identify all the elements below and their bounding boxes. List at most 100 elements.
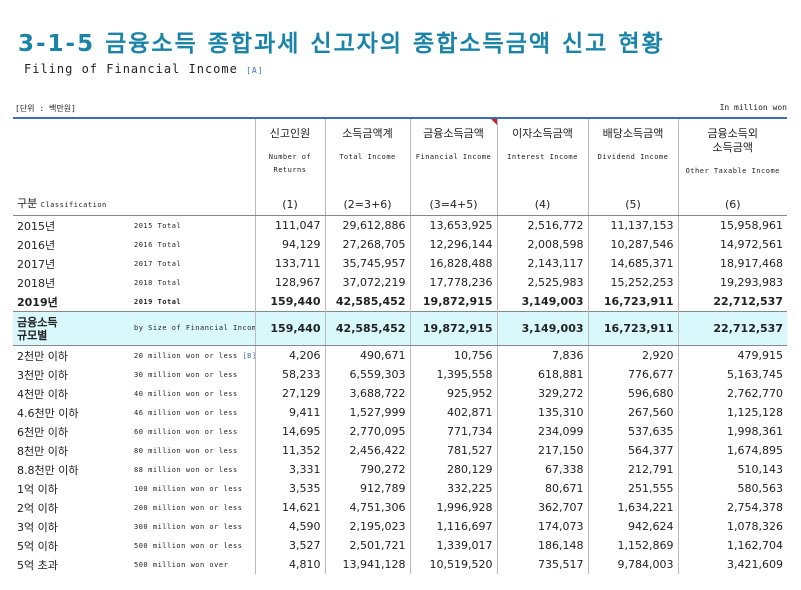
- column-number: (3=4+5): [429, 198, 478, 211]
- cell: 618,881: [496, 365, 588, 384]
- cell: 362,707: [496, 498, 588, 517]
- row-label-line: 3천만 이하: [17, 368, 68, 382]
- row-label: 4.6천만 이하: [13, 403, 130, 422]
- cell: 186,148: [496, 536, 588, 555]
- row-label-en: by Size of Financial Income: [130, 311, 255, 346]
- cell: 135,310: [496, 403, 588, 422]
- row-label-en-text: 20 million won or less: [134, 351, 238, 360]
- cell: 912,789: [324, 479, 410, 498]
- cell: 128,967: [254, 273, 325, 292]
- row-label: 8천만 이하: [13, 441, 130, 460]
- cell: 280,129: [409, 460, 497, 479]
- row-label: 5억 초과: [13, 555, 130, 574]
- cell: 1,634,221: [587, 498, 678, 517]
- column-ko-line: 배당소득금액: [602, 127, 664, 140]
- cell: 14,621: [254, 498, 325, 517]
- row-label-line: 4.6천만 이하: [17, 406, 79, 420]
- cell: 1,152,869: [587, 536, 678, 555]
- cell: 2,762,770: [677, 384, 787, 403]
- cell: 14,685,371: [587, 254, 678, 273]
- row-label-line: 2017년: [17, 257, 56, 271]
- column-en: Dividend Income: [593, 151, 674, 164]
- cell: 1,125,128: [677, 403, 787, 422]
- cell: 11,352: [254, 441, 325, 460]
- cell: 80,671: [496, 479, 588, 498]
- column-header: 이자소득금액 Interest Income (4): [496, 118, 588, 216]
- row-label-line: 규모별: [17, 328, 48, 342]
- column-ko-line: 금융소득금액: [423, 127, 484, 140]
- column-header: 금융소득외 소득금액 Other Taxable Income (6): [677, 118, 787, 216]
- column-ko: 이자소득금액: [502, 127, 584, 141]
- cell: 67,338: [496, 460, 588, 479]
- column-ko: 금융소득금액: [415, 127, 493, 141]
- cell: 1,116,697: [409, 517, 497, 536]
- cell: 510,143: [677, 460, 787, 479]
- cell: 3,527: [254, 536, 325, 555]
- cell: 402,871: [409, 403, 497, 422]
- cell: 4,590: [254, 517, 325, 536]
- cell: 3,331: [254, 460, 325, 479]
- row-label-en: 500 million won over: [130, 555, 255, 574]
- column-ko-line: 신고인원: [269, 127, 311, 140]
- row-label: 5억 이하: [13, 536, 130, 555]
- cell: 15,252,253: [587, 273, 678, 292]
- row-label-en-text: 88 million won or less: [134, 465, 238, 474]
- cell: 1,395,558: [409, 365, 497, 384]
- column-header: 금융소득금액 Financial Income (3=4+5): [409, 118, 497, 216]
- cell: 735,517: [496, 555, 588, 574]
- cell: 2,516,772: [496, 215, 588, 235]
- cell: 15,958,961: [677, 215, 787, 235]
- row-label-line: 8천만 이하: [17, 444, 68, 458]
- row-label-en-text: 2018 Total: [134, 278, 182, 287]
- row-label: 2015년: [13, 216, 130, 236]
- row-label: 2017년: [13, 254, 130, 273]
- cell: 1,527,999: [324, 403, 410, 422]
- row-label-en: 2016 Total: [130, 235, 255, 254]
- row: 8.8천만 이하 88 million won or less 3,331 790,2…: [13, 460, 787, 479]
- header-row: 구분 Classification 신고인원 Number of Returns (1)…: [13, 118, 787, 216]
- column-number: (1): [282, 198, 298, 211]
- row: 금융소득 규모별 by Size of Financial Income 159,44…: [13, 311, 787, 346]
- cell: 3,149,003: [496, 311, 588, 346]
- row-label-en-text: 40 million won or less: [134, 389, 238, 398]
- row-label-en-text: 30 million won or less: [134, 370, 238, 379]
- row-label: 2016년: [13, 235, 130, 254]
- column-en-line: Total Income: [339, 153, 396, 161]
- row-label-en: 88 million won or less: [130, 460, 255, 479]
- column-number: (6): [724, 198, 741, 211]
- cell: 10,519,520: [409, 555, 497, 574]
- column-ko: 신고인원: [260, 127, 321, 141]
- column-en-line: Interest Income: [507, 153, 578, 161]
- cell: 1,162,704: [677, 536, 787, 555]
- cell: 42,585,452: [324, 311, 410, 346]
- row-label-en: 2015 Total: [130, 216, 255, 236]
- cell: 479,915: [677, 345, 787, 365]
- cell: 159,440: [254, 311, 325, 346]
- subtitle-box: Filing of Financial Income [A]: [24, 62, 264, 76]
- row-label: 1억 이하: [13, 479, 130, 498]
- row: 4천만 이하 40 million won or less 27,129 3,688,…: [13, 384, 787, 403]
- cell: 332,225: [409, 479, 497, 498]
- column-number: (4): [534, 198, 551, 211]
- row: 3억 이하 300 million won or less 4,590 2,195,0…: [13, 517, 787, 536]
- stub-label: 구분: [17, 197, 38, 210]
- column-header: 배당소득금액 Dividend Income (5): [587, 118, 678, 216]
- row-label-line: 3억 이하: [17, 520, 58, 534]
- stub-header: 구분 Classification: [13, 118, 130, 216]
- cell: 212,791: [587, 460, 678, 479]
- row-label-en-text: 2019 Total: [134, 297, 182, 306]
- cell: 1,339,017: [409, 536, 497, 555]
- column-en-line: Financial Income: [415, 153, 492, 161]
- row: 2017년 2017 Total 133,711 35,745,957 16,828,4…: [13, 254, 787, 273]
- row-label-en: 300 million won or less: [130, 517, 255, 536]
- row-label-en-text: 2016 Total: [134, 240, 182, 249]
- row-label-line: 2018년: [17, 276, 56, 290]
- cell: 37,072,219: [324, 273, 410, 292]
- row: 8천만 이하 80 million won or less 11,352 2,456,…: [13, 441, 787, 460]
- column-en: Number of Returns: [260, 151, 321, 177]
- cell: 942,624: [587, 517, 678, 536]
- row: 2억 이하 200 million won or less 14,621 4,751,…: [13, 498, 787, 517]
- column-en: Interest Income: [502, 151, 584, 164]
- cell: 94,129: [254, 235, 325, 254]
- row-label-line: 2015년: [17, 219, 56, 233]
